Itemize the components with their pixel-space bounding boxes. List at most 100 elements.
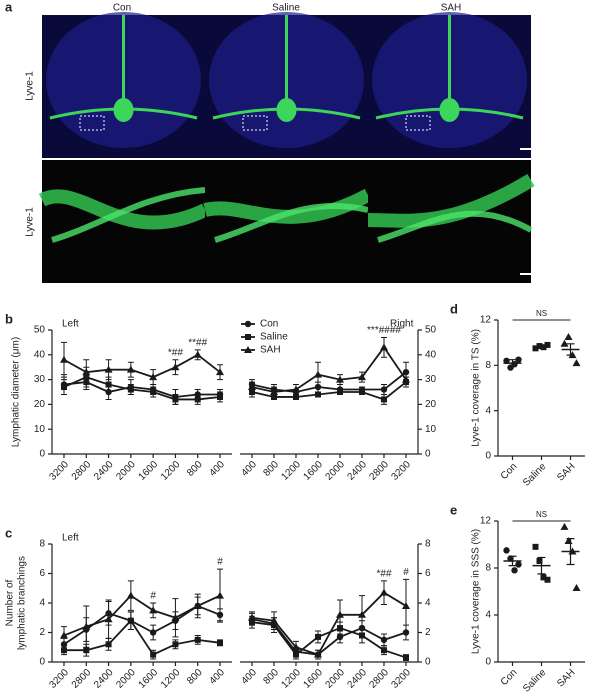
annotation: #: [217, 557, 223, 568]
y-tick-label: 2: [425, 627, 431, 638]
x-tick-label: 2800: [70, 667, 94, 691]
marker: [572, 583, 581, 591]
marker: [105, 641, 112, 648]
x-tick-label: 2000: [323, 667, 347, 691]
marker: [380, 386, 388, 393]
y-axis-label: Lymphatic diameter (μm): [11, 337, 22, 447]
y-axis-label: Number of: [5, 579, 16, 626]
marker: [560, 522, 569, 530]
x-tick-label: 2400: [92, 459, 116, 483]
x-tick-label: 400: [239, 667, 259, 687]
y-tick-label: 0: [485, 657, 491, 668]
x-tick-label: 3200: [389, 667, 413, 691]
x-tick-label: Saline: [521, 461, 549, 489]
marker: [402, 375, 410, 383]
marker: [104, 365, 113, 373]
marker: [60, 631, 68, 639]
y-tick-label: 2: [39, 627, 45, 638]
marker: [380, 343, 388, 351]
x-tick-label: 2800: [367, 667, 391, 691]
marker: [314, 650, 322, 658]
marker: [104, 615, 113, 623]
marker: [515, 356, 522, 363]
panel-label: b: [5, 311, 13, 326]
marker: [216, 368, 224, 376]
marker: [82, 368, 91, 376]
row-label: Lyve-1: [25, 207, 36, 237]
marker: [381, 396, 387, 403]
marker: [560, 339, 569, 347]
marker: [293, 651, 299, 658]
y-tick-label: 4: [485, 610, 491, 621]
y-tick-label: 6: [39, 568, 45, 579]
error-bar: [566, 538, 575, 566]
x-tick-label: 400: [207, 667, 227, 687]
y-tick-label: 4: [425, 598, 431, 609]
marker: [292, 643, 300, 651]
y-tick-label: 40: [425, 349, 437, 360]
side-label: Left: [62, 319, 79, 330]
marker: [61, 647, 67, 654]
marker: [244, 320, 252, 328]
confluence: [276, 98, 297, 122]
x-tick-label: 2800: [70, 459, 94, 483]
x-tick-label: 3200: [47, 667, 71, 691]
marker: [248, 613, 256, 621]
x-tick-label: Con: [499, 461, 520, 482]
x-tick-label: 1200: [159, 667, 183, 691]
marker: [292, 385, 300, 393]
marker: [532, 543, 539, 550]
error-bar: [537, 556, 546, 575]
y-tick-label: 0: [39, 657, 45, 668]
series-line: [63, 594, 221, 637]
marker: [126, 591, 135, 599]
y-axis-label: lymphatic branchings: [17, 556, 28, 650]
x-tick-label: 1600: [137, 667, 161, 691]
marker: [359, 389, 365, 395]
marker: [60, 355, 68, 363]
x-tick-label: 1200: [159, 459, 183, 483]
y-tick-label: 30: [425, 374, 437, 385]
marker: [536, 557, 543, 564]
y-tick-label: 0: [485, 451, 491, 462]
x-tick-label: 3200: [47, 459, 71, 483]
x-tick-label: 800: [261, 459, 281, 479]
marker: [194, 636, 201, 643]
series-line: [251, 345, 407, 393]
marker: [358, 610, 366, 618]
x-tick-label: 2400: [345, 459, 369, 483]
marker: [358, 373, 366, 381]
y-tick-label: 8: [39, 539, 45, 550]
marker: [293, 393, 299, 400]
row-label: Lyve-1: [25, 71, 36, 101]
vessel: [38, 189, 209, 230]
x-tick-label: 1200: [279, 459, 303, 483]
marker: [336, 633, 344, 641]
y-tick-label: 20: [425, 399, 437, 410]
micrographs: [38, 12, 535, 283]
x-tick-label: 800: [261, 667, 281, 687]
marker: [503, 547, 510, 554]
x-tick-label: 2000: [114, 459, 138, 483]
vessel: [214, 203, 369, 243]
legend-label: Con: [260, 319, 278, 330]
marker: [194, 396, 201, 403]
marker: [244, 346, 252, 353]
marker: [172, 396, 179, 403]
column-label: Con: [113, 3, 131, 14]
marker: [149, 606, 158, 614]
y-axis-label: Lyve-1 coverage in SSS (%): [471, 529, 482, 654]
marker: [315, 391, 321, 398]
marker: [171, 363, 180, 371]
x-tick-label: 1600: [301, 459, 325, 483]
marker: [403, 654, 409, 661]
marker: [83, 647, 90, 654]
column-label: Saline: [272, 3, 300, 14]
x-tick-label: 3200: [389, 459, 413, 483]
y-tick-label: 4: [39, 598, 45, 609]
marker: [61, 384, 67, 391]
x-tick-label: 2000: [323, 459, 347, 483]
vessel: [377, 210, 533, 243]
y-tick-label: 8: [425, 539, 431, 550]
marker: [248, 383, 256, 391]
